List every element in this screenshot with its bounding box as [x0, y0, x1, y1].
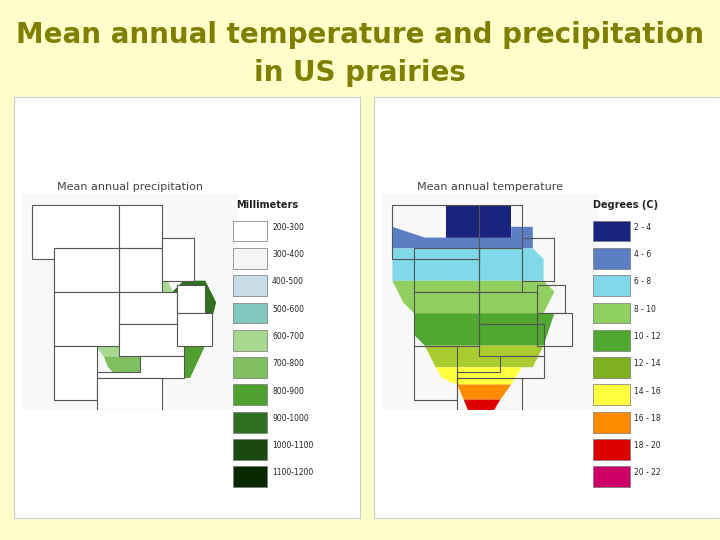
- Polygon shape: [392, 281, 554, 313]
- Text: 400-500: 400-500: [272, 277, 304, 286]
- Text: 10 - 12: 10 - 12: [634, 332, 661, 341]
- Polygon shape: [425, 346, 544, 367]
- Polygon shape: [162, 238, 194, 281]
- Polygon shape: [414, 313, 554, 346]
- FancyBboxPatch shape: [593, 248, 629, 268]
- FancyBboxPatch shape: [233, 275, 267, 296]
- Polygon shape: [392, 248, 544, 281]
- FancyBboxPatch shape: [233, 220, 267, 241]
- Text: 14 - 16: 14 - 16: [634, 387, 661, 395]
- FancyBboxPatch shape: [593, 384, 629, 405]
- Text: 300-400: 300-400: [272, 250, 304, 259]
- Text: 200-300: 200-300: [272, 222, 304, 232]
- FancyBboxPatch shape: [593, 467, 629, 487]
- Polygon shape: [446, 205, 511, 238]
- Polygon shape: [97, 356, 184, 378]
- Polygon shape: [392, 227, 533, 248]
- Polygon shape: [177, 313, 212, 346]
- Polygon shape: [464, 400, 500, 410]
- FancyBboxPatch shape: [233, 248, 267, 268]
- Polygon shape: [104, 324, 190, 378]
- Polygon shape: [119, 324, 184, 356]
- Polygon shape: [54, 346, 97, 400]
- FancyBboxPatch shape: [593, 412, 629, 433]
- Text: 18 - 20: 18 - 20: [634, 441, 661, 450]
- FancyBboxPatch shape: [233, 384, 267, 405]
- Polygon shape: [86, 270, 177, 356]
- Text: 12 - 14: 12 - 14: [634, 359, 661, 368]
- Polygon shape: [32, 205, 119, 259]
- Text: Millimeters: Millimeters: [236, 200, 299, 211]
- Text: Degrees (C): Degrees (C): [593, 200, 658, 211]
- Text: 1100-1200: 1100-1200: [272, 469, 313, 477]
- Polygon shape: [173, 281, 216, 346]
- Polygon shape: [162, 281, 216, 378]
- FancyBboxPatch shape: [593, 330, 629, 350]
- FancyBboxPatch shape: [593, 302, 629, 323]
- FancyBboxPatch shape: [593, 357, 629, 378]
- FancyBboxPatch shape: [233, 439, 267, 460]
- FancyBboxPatch shape: [233, 330, 267, 350]
- Text: 2 - 4: 2 - 4: [634, 222, 652, 232]
- Polygon shape: [177, 285, 205, 313]
- Text: Mean annual temperature and precipitation: Mean annual temperature and precipitatio…: [16, 21, 704, 49]
- Title: Mean annual temperature: Mean annual temperature: [417, 182, 562, 192]
- FancyBboxPatch shape: [233, 357, 267, 378]
- Polygon shape: [54, 292, 119, 346]
- Text: 16 - 18: 16 - 18: [634, 414, 661, 423]
- Polygon shape: [457, 384, 511, 400]
- Text: 8 - 10: 8 - 10: [634, 305, 657, 314]
- Text: 20 - 22: 20 - 22: [634, 469, 661, 477]
- Text: 1000-1100: 1000-1100: [272, 441, 313, 450]
- Polygon shape: [119, 292, 177, 324]
- Title: Mean annual precipitation: Mean annual precipitation: [57, 182, 202, 192]
- Text: in US prairies: in US prairies: [254, 59, 466, 87]
- FancyBboxPatch shape: [233, 302, 267, 323]
- Polygon shape: [97, 378, 162, 410]
- Polygon shape: [119, 248, 162, 292]
- FancyBboxPatch shape: [233, 467, 267, 487]
- Text: 4 - 6: 4 - 6: [634, 250, 652, 259]
- FancyBboxPatch shape: [233, 412, 267, 433]
- Polygon shape: [119, 205, 162, 248]
- FancyBboxPatch shape: [593, 220, 629, 241]
- Text: 700-800: 700-800: [272, 359, 304, 368]
- FancyBboxPatch shape: [593, 439, 629, 460]
- Text: 900-1000: 900-1000: [272, 414, 309, 423]
- Text: 600-700: 600-700: [272, 332, 304, 341]
- Text: 6 - 8: 6 - 8: [634, 277, 652, 286]
- Polygon shape: [436, 367, 522, 384]
- Text: 800-900: 800-900: [272, 387, 304, 395]
- Polygon shape: [54, 248, 119, 292]
- Polygon shape: [97, 205, 140, 270]
- Text: 500-600: 500-600: [272, 305, 304, 314]
- Polygon shape: [86, 248, 162, 324]
- FancyBboxPatch shape: [593, 275, 629, 296]
